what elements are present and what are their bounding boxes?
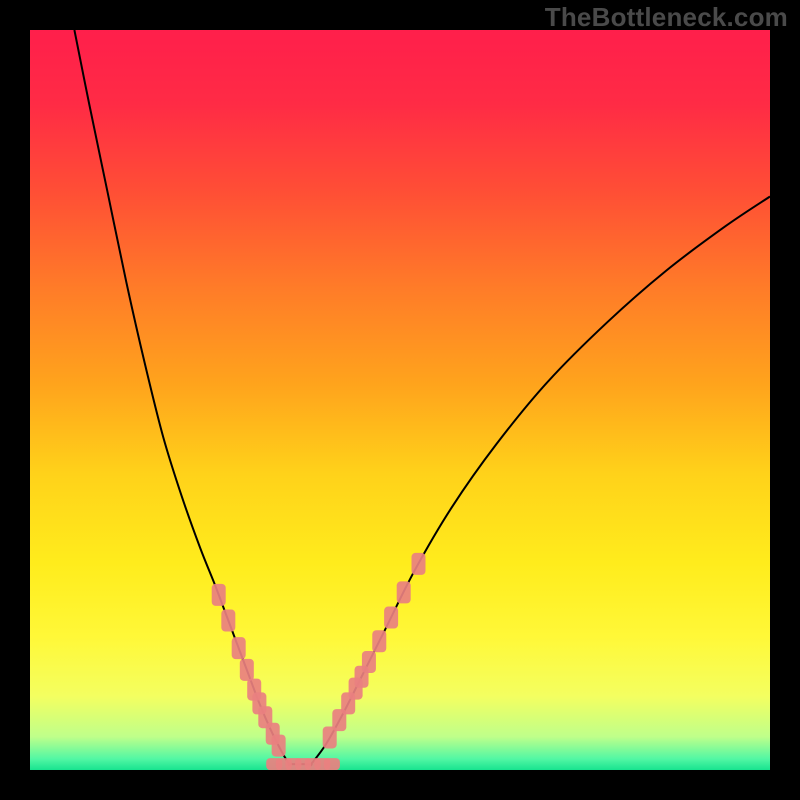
data-marker (324, 758, 340, 770)
data-marker (232, 637, 246, 659)
gradient-background (30, 30, 770, 770)
data-marker (372, 630, 386, 652)
chart-frame (0, 0, 800, 800)
data-marker (412, 553, 426, 575)
data-marker (384, 607, 398, 629)
data-marker (362, 651, 376, 673)
plot-svg (30, 30, 770, 770)
data-marker (212, 584, 226, 606)
data-marker (272, 735, 286, 757)
data-marker (240, 659, 254, 681)
data-marker (221, 610, 235, 632)
watermark-text: TheBottleneck.com (545, 2, 788, 33)
data-marker (397, 581, 411, 603)
plot-area (30, 30, 770, 770)
